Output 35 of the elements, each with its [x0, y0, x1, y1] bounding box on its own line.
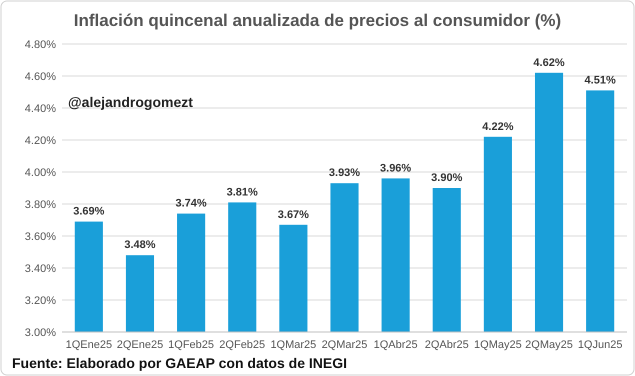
x-tick-label: 1QMay25 [474, 339, 522, 351]
y-tick-label: 4.40% [24, 103, 56, 115]
y-tick-label: 4.00% [24, 167, 56, 179]
y-tick-label: 4.60% [24, 71, 56, 83]
data-label: 3.48% [124, 239, 156, 252]
y-tick-label: 3.20% [24, 295, 56, 307]
data-label: 3.90% [431, 172, 463, 184]
source-note: Fuente: Elaborado por GAEAP con datos de INEGI [12, 355, 348, 371]
y-tick-label: 3.00% [24, 327, 56, 339]
annotation: @alejandrogomezt [68, 94, 194, 110]
x-tick-label: 2QFeb25 [219, 339, 266, 351]
x-tick-label: 2QEne25 [116, 339, 164, 351]
x-tick-label: 2QAbr25 [424, 339, 469, 351]
y-tick-label: 3.60% [24, 231, 56, 243]
y-tick-label: 3.80% [24, 199, 56, 211]
y-tick-label: 3.40% [24, 263, 56, 275]
data-label: 3.96% [380, 162, 412, 174]
y-tick-label: 4.20% [24, 135, 56, 147]
data-label: 3.67% [278, 208, 310, 221]
x-tick-label: 2QMay25 [525, 339, 573, 351]
data-label: 3.81% [226, 186, 258, 198]
data-label: 4.22% [482, 120, 514, 133]
data-label: 3.74% [176, 198, 207, 210]
x-tick-label: 1QEne25 [66, 339, 112, 351]
x-tick-label: 1QJun25 [578, 339, 622, 351]
data-label: 4.62% [533, 56, 565, 69]
x-tick-label: 1QAbr25 [374, 339, 418, 351]
y-tick-label: 4.80% [24, 39, 56, 51]
x-tick-label: 1QMar25 [270, 339, 316, 351]
data-label: 3.93% [328, 167, 360, 180]
data-label: 4.51% [584, 74, 616, 86]
x-tick-label: 2QMar25 [322, 339, 368, 351]
data-label: 3.69% [73, 206, 105, 218]
x-tick-label: 1QFeb25 [168, 339, 214, 351]
chart-title: Inflación quincenal anualizada de precios al consumidor (%) [74, 11, 562, 30]
